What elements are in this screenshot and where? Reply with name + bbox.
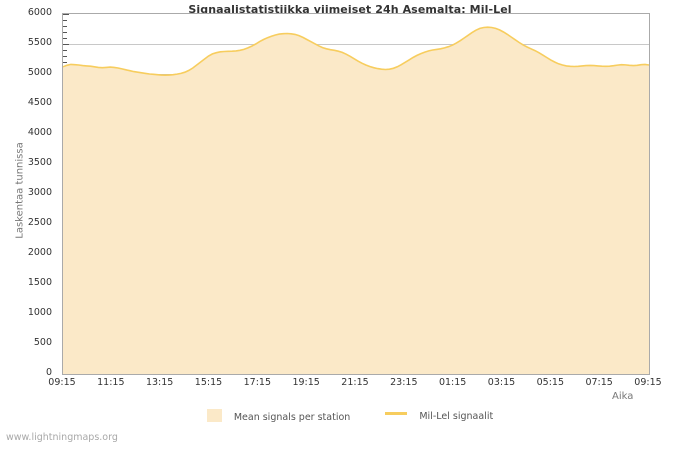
- x-tick-label: 01:15: [438, 377, 467, 388]
- y-tick-label: 0: [45, 367, 52, 378]
- x-tick-label: 21:15: [341, 377, 369, 388]
- x-tick-label: 15:15: [194, 377, 223, 388]
- series-area-mean-signals-per-station: [63, 27, 649, 374]
- y-tick-label: 2000: [27, 247, 52, 258]
- legend-label: Mil-Lel signaalit: [419, 410, 494, 422]
- watermark-text: www.lightningmaps.org: [6, 432, 118, 443]
- line-swatch-icon: [385, 411, 408, 415]
- legend-item-mean-signals-per-station[interactable]: Mean signals per station: [206, 409, 351, 423]
- y-tick-label: 4500: [27, 97, 52, 108]
- series-line-mil-lel-signaalit: [63, 26, 649, 77]
- x-tick-label: 05:15: [536, 377, 565, 388]
- x-tick-label: 19:15: [292, 377, 320, 388]
- y-tick-label: 6000: [27, 7, 52, 18]
- plot-area: [62, 13, 650, 375]
- legend-item-mil-lel-signaalit[interactable]: Mil-Lel signaalit: [385, 411, 493, 422]
- x-tick-label: 13:15: [145, 377, 174, 388]
- chart-title: Signaalistatistiikka viimeiset 24h Asema…: [188, 3, 512, 16]
- y-tick-label: 3500: [27, 157, 52, 168]
- y-tick-label: 5000: [27, 67, 52, 78]
- y-tick-label: 2500: [27, 217, 52, 228]
- x-tick-label: 09:15: [48, 377, 76, 388]
- legend-label: Mean signals per station: [233, 412, 351, 423]
- x-tick-label: 17:15: [243, 377, 272, 388]
- area-swatch-icon: [206, 409, 222, 422]
- y-tick-label: 1500: [27, 277, 52, 288]
- y-tick-label: 5500: [27, 37, 52, 48]
- plot-svg: [63, 14, 649, 374]
- x-tick-label: 07:15: [585, 377, 613, 388]
- x-tick-label: 23:15: [390, 377, 418, 388]
- chart-legend: Mean signals per station Mil-Lel signaal…: [0, 409, 700, 423]
- y-tick-label: 4000: [27, 127, 52, 138]
- x-axis-label: Aika: [612, 391, 634, 402]
- x-tick-label: 09:15: [634, 377, 662, 388]
- y-tick-label: 3000: [27, 187, 52, 198]
- x-tick-label: 03:15: [487, 377, 516, 388]
- y-tick-label: 1000: [27, 307, 52, 318]
- x-tick-label: 11:15: [97, 377, 125, 388]
- y-tick-label: 500: [33, 337, 52, 348]
